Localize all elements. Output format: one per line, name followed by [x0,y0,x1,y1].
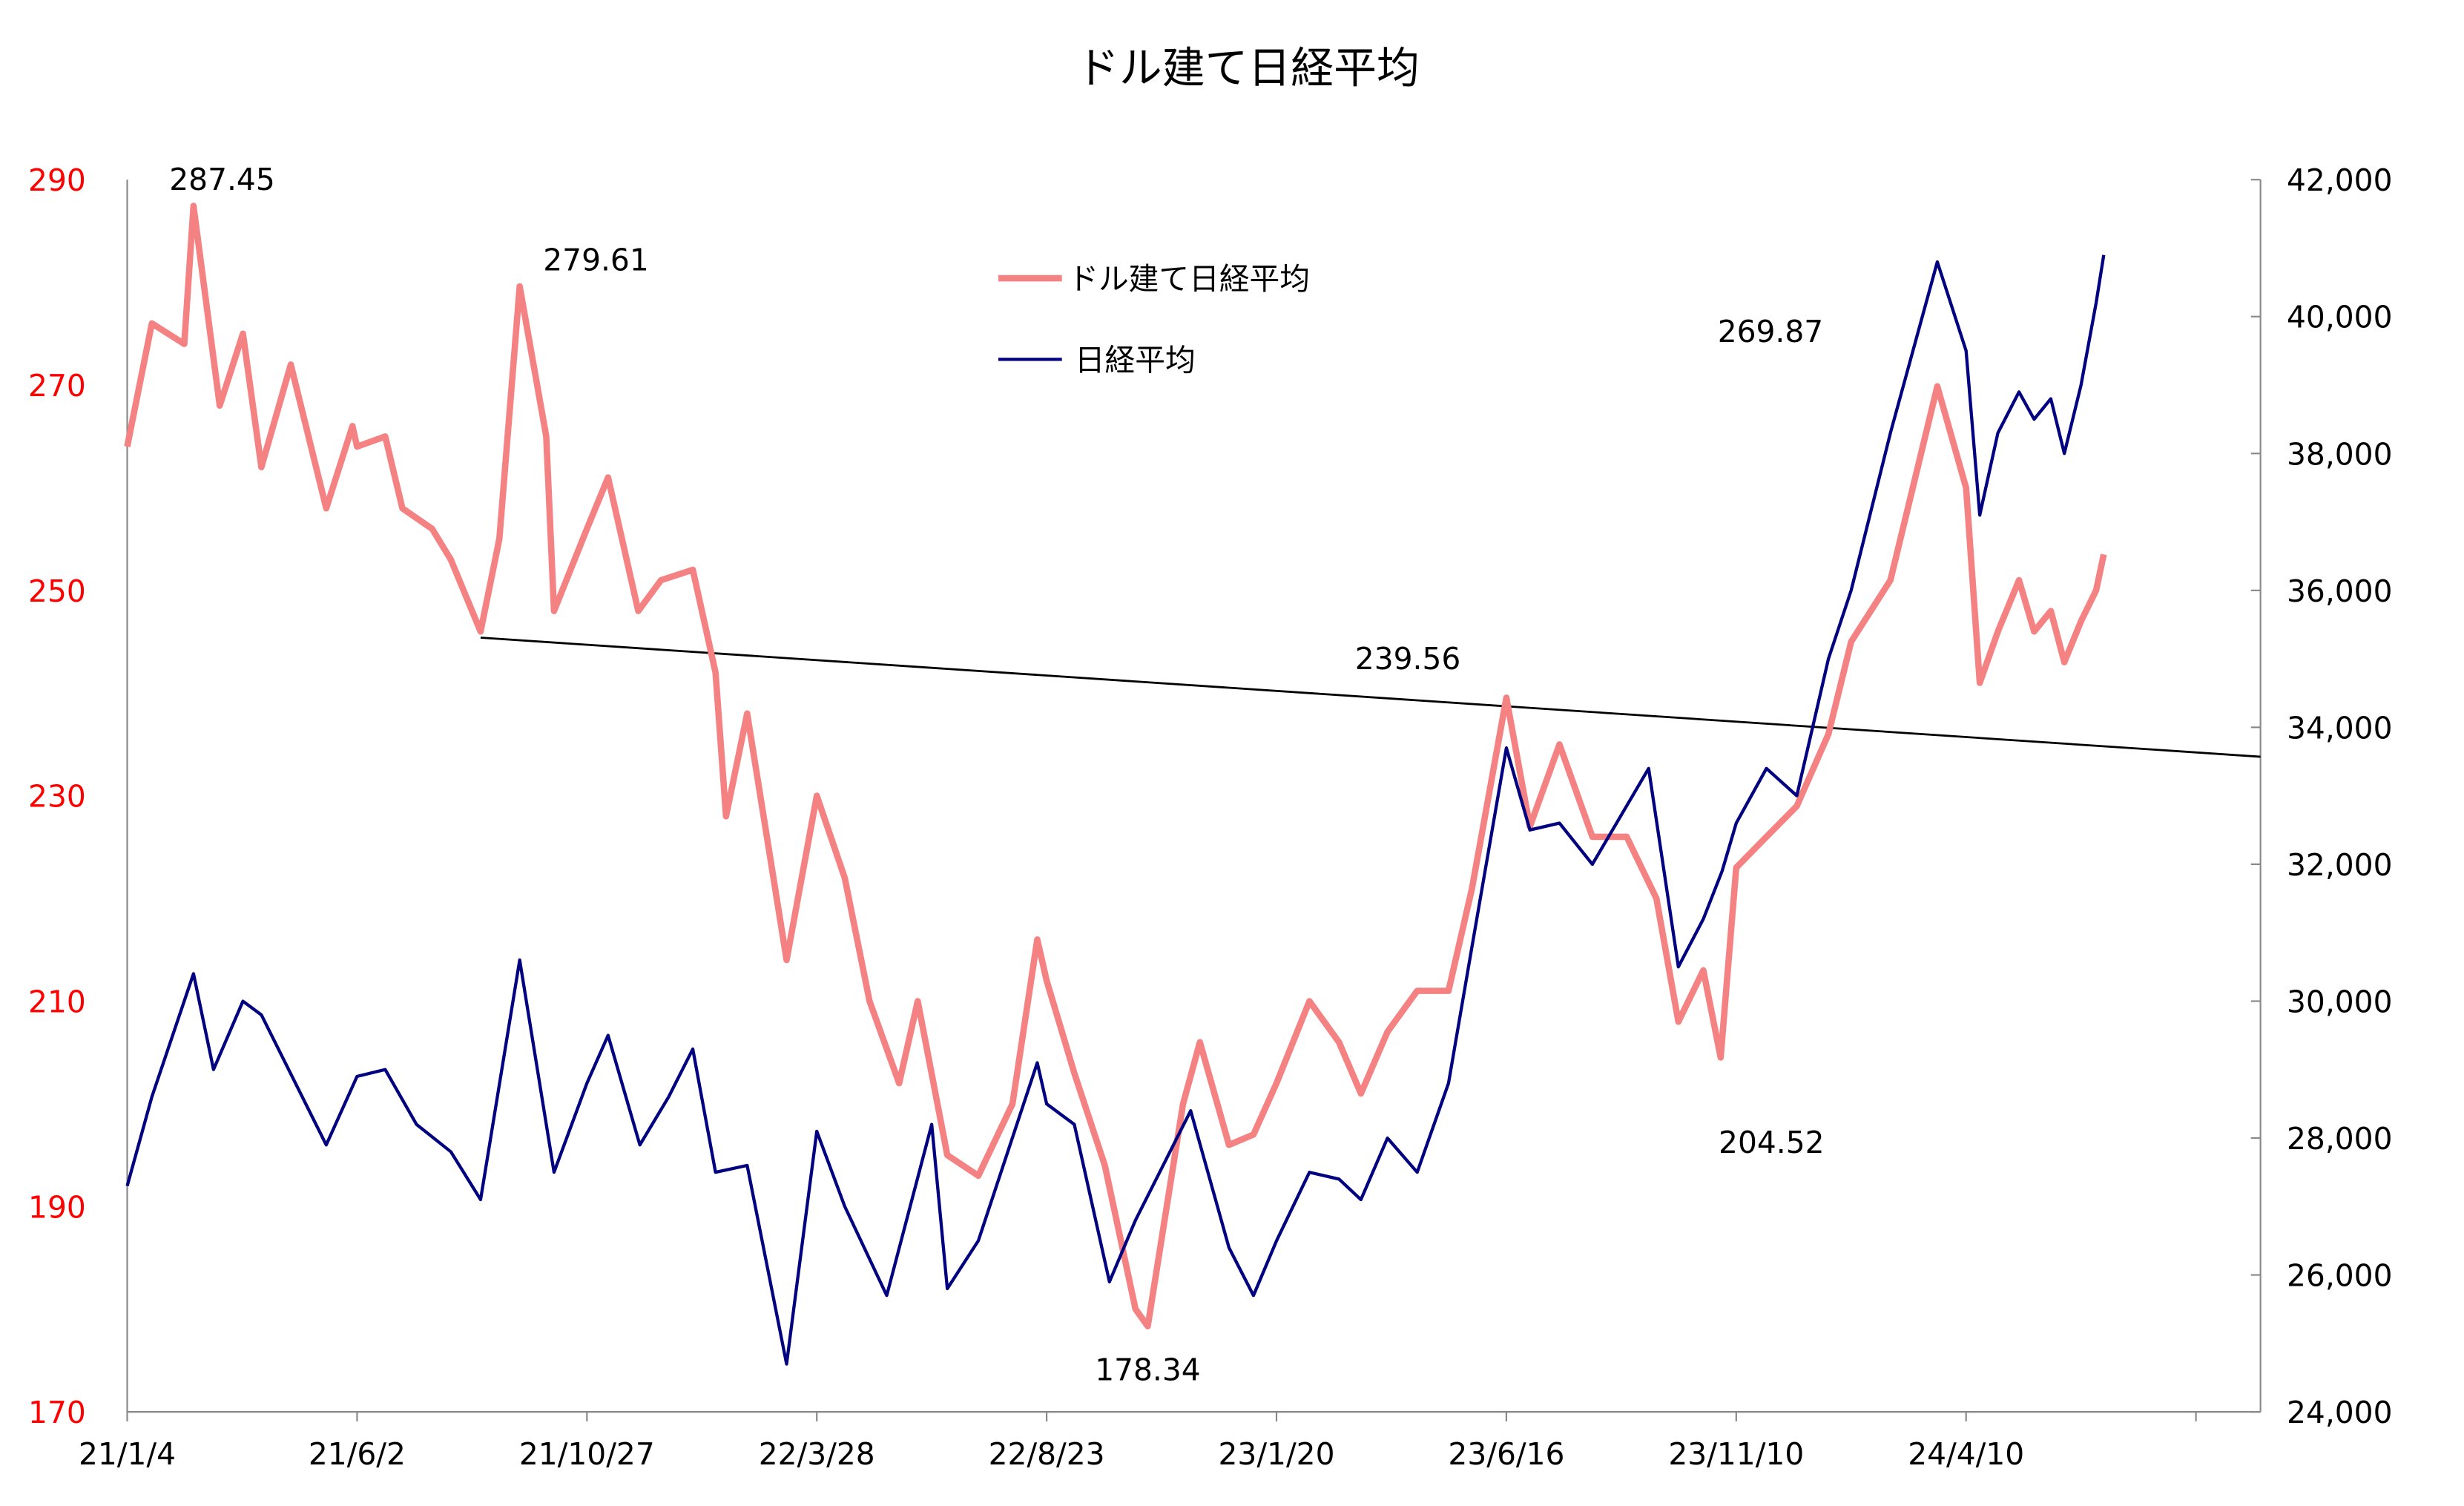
axes: 290 270 250 230 210 190 170 42,000 40,000 38,000 3… [28,162,2392,1472]
x-tick-label: 21/1/4 [79,1436,176,1472]
x-tick-label: 23/11/10 [1668,1436,1804,1472]
data-label: 279.61 [543,243,648,278]
data-label: 178.34 [1095,1352,1200,1388]
x-tick-label: 21/6/2 [309,1436,406,1472]
x-tick-label: 22/8/23 [989,1436,1105,1472]
data-label: 269.87 [1718,314,1823,349]
right-tick-label: 24,000 [2287,1395,2392,1430]
data-label: 204.52 [1719,1125,1824,1160]
data-label: 287.45 [169,162,274,197]
left-tick-label: 270 [28,368,86,404]
right-tick-label: 42,000 [2287,162,2392,198]
right-tick-label: 40,000 [2287,300,2392,335]
left-tick-label: 210 [28,984,86,1019]
nikkei-line [125,254,2106,1366]
series-lines [124,203,2107,1366]
chart-title: ドル建て日経平均 [1076,42,1420,93]
legend: ドル建て日経平均 日経平均 [998,261,1310,378]
left-tick-label: 250 [28,573,86,609]
right-tick-label: 28,000 [2287,1121,2392,1157]
legend-label-usd-nikkei: ドル建て日経平均 [1068,261,1310,297]
left-tick-label: 290 [28,162,86,198]
legend-label-nikkei: 日経平均 [1075,342,1196,378]
x-tick-label: 23/6/16 [1448,1436,1564,1472]
left-tick-label: 170 [28,1395,86,1430]
right-tick-label: 34,000 [2287,710,2392,746]
x-tick-label: 21/10/27 [519,1436,655,1472]
data-label: 239.56 [1355,641,1460,677]
x-tick-label: 22/3/28 [759,1436,875,1472]
trendline-group [480,637,2261,758]
right-tick-label: 30,000 [2287,984,2392,1019]
right-tick-label: 26,000 [2287,1258,2392,1294]
x-tick-label: 24/4/10 [1908,1436,2024,1472]
trendline [480,637,2261,758]
x-tick-label: 23/1/20 [1219,1436,1335,1472]
left-tick-label: 190 [28,1189,86,1225]
annotations: 287.45 279.61 178.34 239.56 204.52 269.87 [169,162,1824,1388]
right-tick-label: 32,000 [2287,847,2392,883]
right-tick-label: 36,000 [2287,573,2392,609]
left-tick-label: 230 [28,779,86,815]
right-tick-label: 38,000 [2287,436,2392,472]
